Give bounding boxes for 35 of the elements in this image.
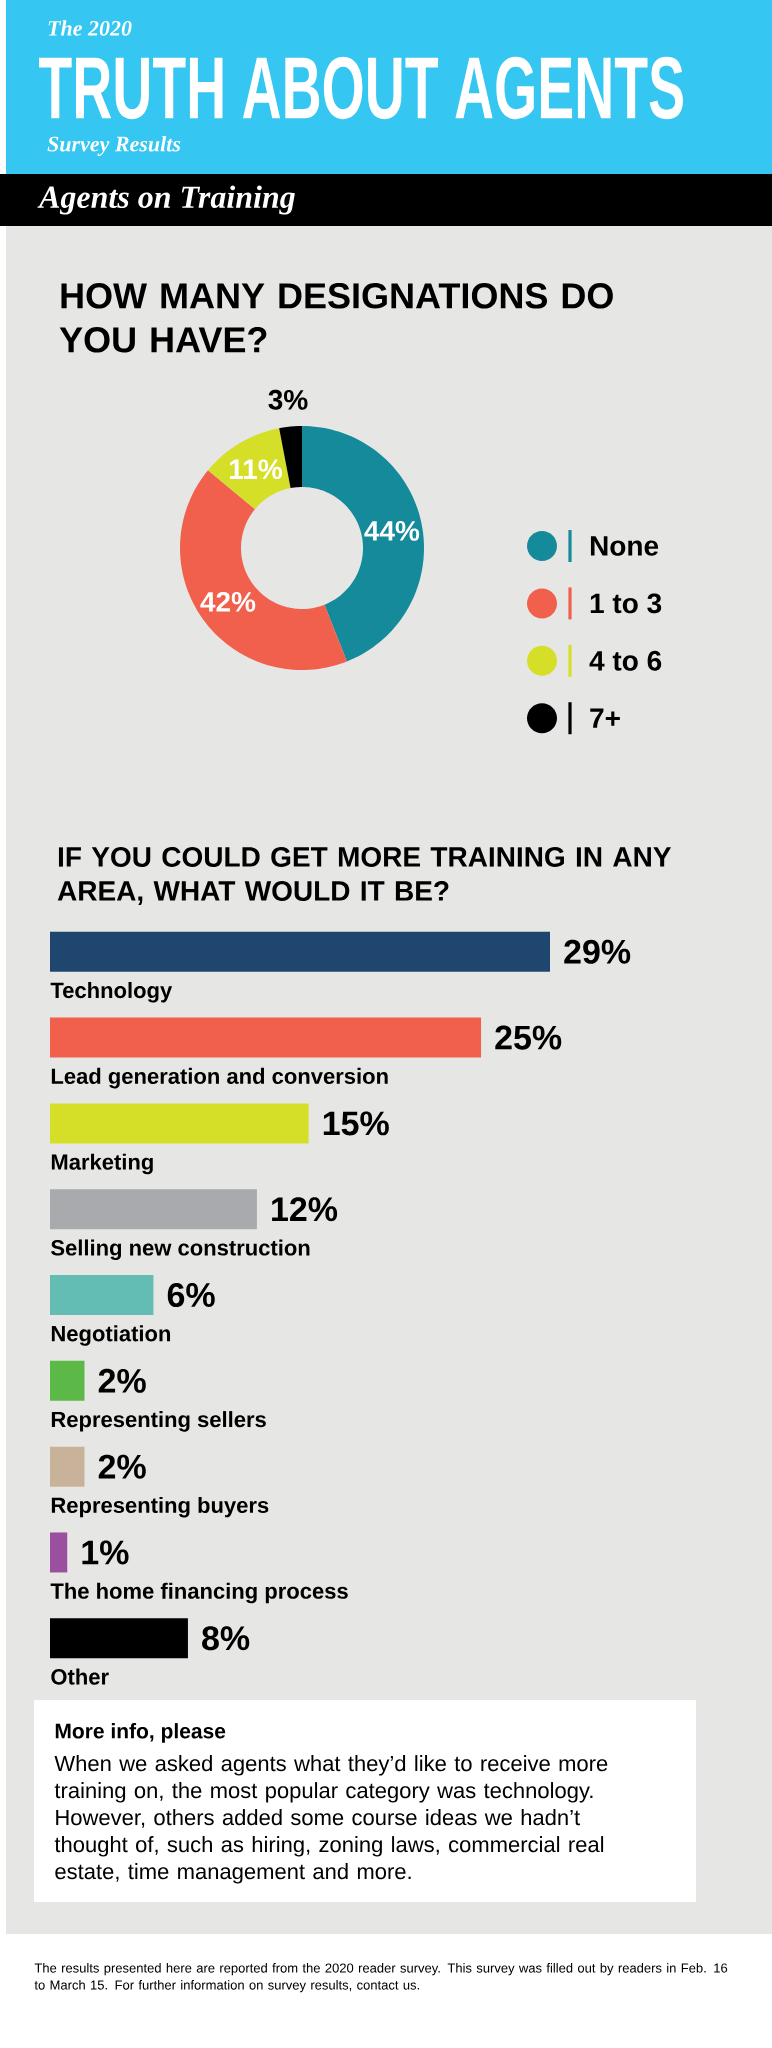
data-label: 25% xyxy=(495,1025,562,1050)
chart-title: HOW MANY DESIGNATIONS DO YOU HAVE? xyxy=(59,283,613,353)
data-label: 2% xyxy=(98,1368,146,1393)
data-label: 12% xyxy=(272,1197,338,1222)
y-tick-label: Representing sellers xyxy=(51,1411,266,1432)
data-label: 1% xyxy=(82,1540,129,1565)
data-label: 42% xyxy=(200,591,256,612)
text: Agents on Training xyxy=(37,185,295,215)
data-label: 11% xyxy=(229,459,282,480)
y-tick-label: Other xyxy=(51,1668,109,1685)
data-label: 3% xyxy=(268,389,308,410)
text: Survey Results xyxy=(47,136,181,156)
y-tick-label: Lead generation and conversion xyxy=(51,1067,388,1089)
y-tick-label: Technology xyxy=(50,982,173,1003)
data-label: 15% xyxy=(323,1111,389,1136)
y-tick-label: Marketing xyxy=(51,1153,153,1175)
text: The results presented here are reported from the 2020 reader survey. This survey was filled out by readers in Feb. 16 to March 15. For further information on survey results, contact us. xyxy=(34,1963,728,1993)
text: TRUTH ABOUT AGENTS xyxy=(39,56,683,120)
text: When we asked agents what they’d like to receive more training on, the most popular category was technology. However, others added some course ideas we hadn’t thought of, such as hiring, zoning laws, commercial real estate, time management and more. xyxy=(54,1755,608,1884)
chart-title: IF YOU COULD GET MORE TRAINING IN ANY AREA, WHAT WOULD IT BE? xyxy=(57,847,672,905)
legend-label: 1 to 3 xyxy=(590,593,662,614)
y-tick-label: Negotiation xyxy=(51,1325,171,1346)
data-label: 8% xyxy=(202,1626,250,1651)
data-label: 44% xyxy=(364,521,420,541)
y-tick-label: Representing buyers xyxy=(51,1496,269,1518)
text: More info, please xyxy=(55,1723,226,1743)
text: The 2020 xyxy=(48,20,132,36)
legend-label: 7+ xyxy=(590,708,620,728)
data-label: 29% xyxy=(564,939,631,964)
data-label: 6% xyxy=(167,1282,215,1308)
legend-label: 4 to 6 xyxy=(589,650,662,671)
legend-label: None xyxy=(590,536,659,556)
data-label: 2% xyxy=(98,1454,146,1479)
y-tick-label: Selling new construction xyxy=(51,1239,310,1261)
y-tick-label: The home financing process xyxy=(50,1582,348,1604)
